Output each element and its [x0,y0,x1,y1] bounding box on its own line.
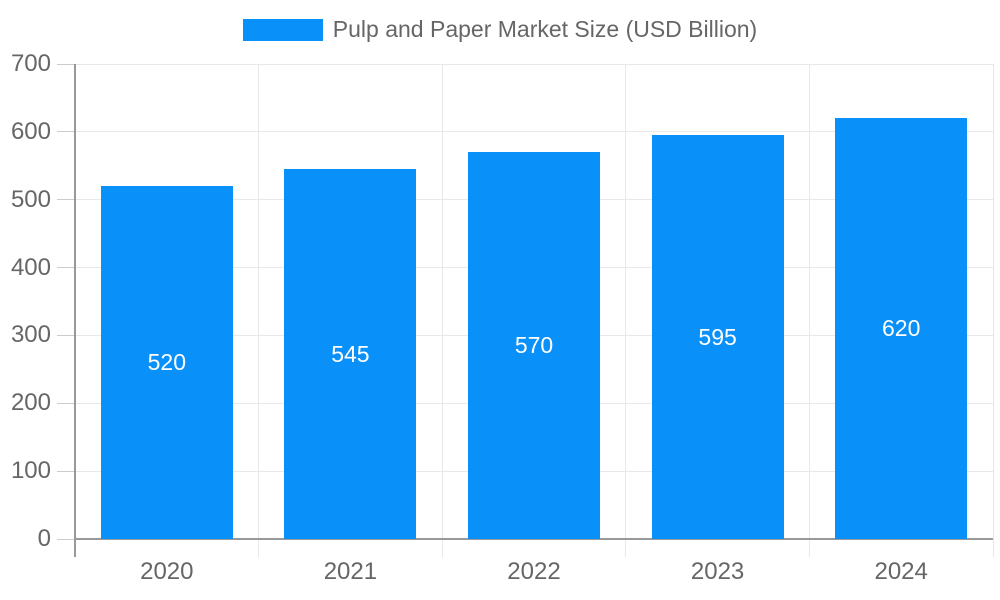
y-axis-line [74,64,76,557]
bar-value-label: 595 [698,323,737,350]
bar-2023[interactable]: 595 [651,135,784,539]
bar-value-label: 520 [147,349,186,376]
legend-swatch-icon [242,18,323,41]
y-axis-tick [57,538,75,540]
y-axis-tick [57,63,75,65]
y-axis-tick [57,199,75,201]
x-axis-label: 2021 [323,558,378,585]
gridline-horizontal [75,131,993,133]
y-axis-tick-label: 200 [10,389,51,417]
bar-value-label: 570 [514,332,554,359]
y-axis-tick-label: 300 [10,321,51,349]
y-axis-tick [57,334,75,336]
gridline-vertical [808,64,810,557]
bar-2024[interactable]: 620 [835,118,968,539]
y-axis-tick-label: 600 [10,117,51,145]
x-axis-label: 2024 [874,558,928,585]
gridline-vertical [441,64,443,557]
chart-legend[interactable]: Pulp and Paper Market Size (USD Billion) [0,16,1000,43]
gridline-vertical [258,64,260,557]
y-axis-tick-label: 700 [10,50,51,77]
y-axis-tick-label: 0 [37,525,51,552]
x-axis-line [75,538,993,540]
legend-label: Pulp and Paper Market Size (USD Billion) [332,16,758,42]
y-axis-tick [57,402,75,404]
bar-value-label: 620 [882,315,921,342]
x-axis-label: 2023 [690,558,745,585]
bar-2022[interactable]: 570 [468,152,600,539]
bar-2021[interactable]: 545 [284,169,417,539]
x-axis-label: 2022 [507,558,561,585]
x-axis-label: 2020 [140,558,194,585]
bar-value-label: 545 [331,340,370,367]
y-axis-tick [57,267,75,269]
y-axis-tick-label: 500 [10,185,51,213]
y-axis-tick-label: 100 [10,457,51,485]
y-axis-tick-label: 400 [10,253,51,281]
gridline-vertical [992,64,994,557]
bar-2020[interactable]: 520 [100,186,233,539]
plot-area: 0 100 200 300 400 500 600 700 520 2020 545 2021 570 2… [11,50,994,585]
y-axis-tick [57,470,75,472]
gridline-horizontal [75,63,993,65]
gridline-vertical [625,64,627,557]
y-axis-tick [57,131,75,133]
